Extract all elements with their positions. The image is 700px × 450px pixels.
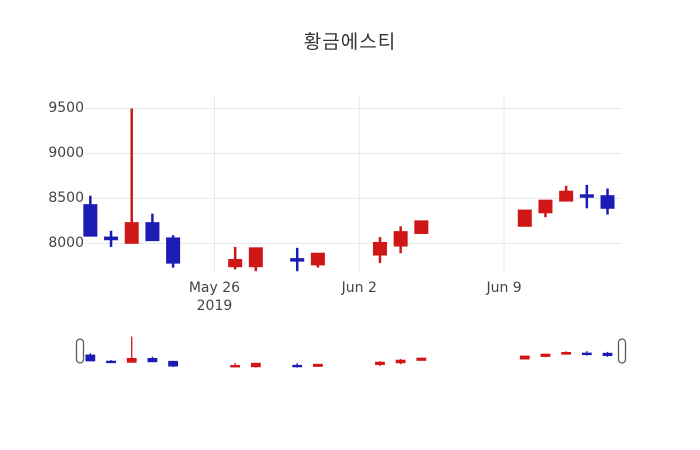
mini-candle-body	[168, 360, 178, 367]
mini-candle-body	[602, 352, 613, 357]
mini-candle-body	[106, 360, 116, 364]
x-tick-label: Jun 9	[486, 280, 522, 296]
y-tick-label: 8000	[48, 235, 84, 252]
candle-body[interactable]	[248, 247, 263, 268]
mini-candle-body	[85, 354, 96, 362]
candle-body[interactable]	[104, 236, 119, 241]
y-tick-label: 9000	[48, 145, 84, 162]
candle-body[interactable]	[559, 190, 574, 202]
y-tick-label: 9500	[48, 100, 84, 117]
mini-candle-body	[519, 355, 530, 360]
candle-body[interactable]	[290, 258, 305, 262]
candle-body[interactable]	[166, 237, 181, 264]
candle-body[interactable]	[145, 222, 160, 242]
range-slider-track[interactable]	[80, 328, 622, 374]
candle-body[interactable]	[579, 194, 594, 198]
mini-candle-body	[540, 353, 551, 357]
y-tick-label: 8500	[48, 190, 84, 207]
range-slider-handle-left[interactable]	[75, 338, 85, 364]
mini-candle-body	[416, 357, 427, 361]
x-tick-sublabel: 2019	[196, 298, 233, 314]
mini-candle-body	[561, 351, 572, 355]
mini-candle-body	[292, 364, 303, 368]
candle-body[interactable]	[393, 231, 408, 247]
candle-body[interactable]	[124, 222, 139, 244]
plot-area[interactable]	[80, 95, 622, 273]
chart-title: 황금에스티	[303, 31, 397, 53]
x-tick-label: May 26	[188, 280, 241, 296]
mini-candle-body	[313, 363, 323, 367]
range-slider-handle-right[interactable]	[617, 338, 627, 364]
mini-candle-body	[581, 352, 592, 356]
mini-candle-body	[250, 362, 261, 368]
candle-body[interactable]	[600, 195, 615, 209]
x-tick-label: Jun 2	[341, 280, 377, 296]
mini-candle-body	[147, 357, 158, 363]
mini-candle-body	[230, 365, 241, 368]
candle-body[interactable]	[538, 199, 553, 214]
candle-body[interactable]	[517, 209, 532, 227]
candle-body[interactable]	[228, 259, 243, 268]
candle-body[interactable]	[83, 204, 98, 237]
candle-body[interactable]	[310, 252, 325, 266]
mini-candle-body	[126, 357, 137, 363]
candle-body[interactable]	[372, 241, 387, 256]
mini-candle-body	[375, 361, 385, 365]
candle-body[interactable]	[414, 220, 429, 234]
mini-candle-body	[395, 359, 406, 364]
